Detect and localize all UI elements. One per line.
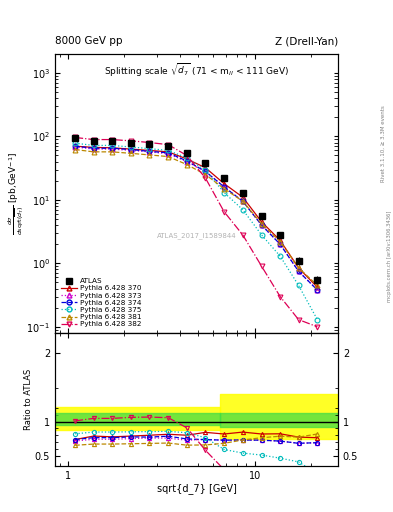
Text: Splitting scale $\sqrt{d_7}$ (71 < m$_{ll}$ < 111 GeV): Splitting scale $\sqrt{d_7}$ (71 < m$_{l…	[104, 62, 289, 79]
Legend: ATLAS, Pythia 6.428 370, Pythia 6.428 373, Pythia 6.428 374, Pythia 6.428 375, P: ATLAS, Pythia 6.428 370, Pythia 6.428 37…	[59, 276, 143, 329]
Y-axis label: $\frac{d\sigma}{d\mathrm{sqrt}(\overline{d_7})}$ [pb,GeV$^{-1}$]: $\frac{d\sigma}{d\mathrm{sqrt}(\overline…	[6, 152, 25, 235]
Text: mcplots.cern.ch [arXiv:1306.3436]: mcplots.cern.ch [arXiv:1306.3436]	[387, 210, 391, 302]
Text: ATLAS_2017_I1589844: ATLAS_2017_I1589844	[157, 232, 236, 239]
Text: 8000 GeV pp: 8000 GeV pp	[55, 36, 123, 46]
Text: Z (Drell-Yan): Z (Drell-Yan)	[275, 36, 338, 46]
X-axis label: sqrt{d_7} [GeV]: sqrt{d_7} [GeV]	[156, 483, 237, 495]
Text: Rivet 3.1.10, ≥ 3.3M events: Rivet 3.1.10, ≥ 3.3M events	[381, 105, 386, 182]
Y-axis label: Ratio to ATLAS: Ratio to ATLAS	[24, 369, 33, 430]
